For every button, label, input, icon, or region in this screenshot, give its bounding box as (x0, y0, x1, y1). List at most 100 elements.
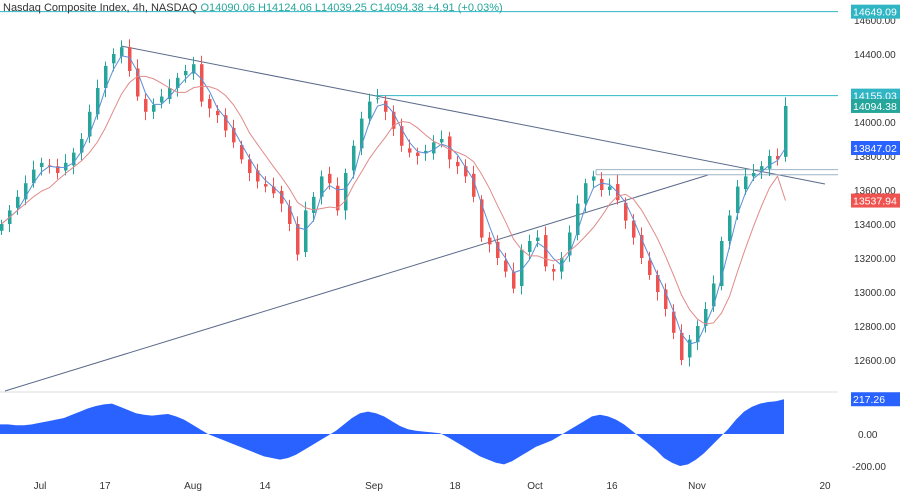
candle (608, 178, 612, 196)
candle (376, 89, 380, 104)
candle-body (512, 271, 516, 289)
candle-body (40, 162, 44, 168)
candle (536, 230, 540, 248)
candle (616, 174, 620, 205)
candle (688, 335, 692, 367)
candle-body (56, 166, 60, 173)
candle-body (184, 71, 188, 76)
candle-body (368, 101, 372, 119)
candle-body (216, 110, 220, 116)
candle-body (208, 99, 212, 109)
candle (592, 170, 596, 189)
candle (472, 165, 476, 203)
y-tick-label: 13400.00 (854, 220, 896, 231)
candle-body (480, 199, 484, 238)
candle-body (432, 142, 436, 154)
candle (768, 149, 772, 177)
candle-body (584, 183, 588, 204)
candle-body (16, 196, 20, 208)
candle-body (160, 96, 164, 103)
candle-body (472, 173, 476, 197)
candle (680, 324, 684, 366)
candle (112, 48, 116, 72)
y-tick-label: 12600.00 (854, 356, 896, 367)
candle-body (328, 173, 332, 184)
candle (728, 210, 732, 250)
candle-body (632, 220, 636, 238)
candle-body (504, 260, 508, 272)
candle (184, 64, 188, 83)
candle-body (744, 176, 748, 190)
tag-oscillator: 217.26 (851, 392, 900, 407)
candle (296, 216, 300, 261)
candle-body (592, 176, 596, 181)
candle-body (696, 326, 700, 343)
candle-body (168, 88, 172, 100)
candle-body (608, 186, 612, 190)
candle-body (176, 77, 180, 88)
candle-body (192, 64, 196, 74)
x-tick-label: Oct (527, 481, 543, 492)
y-tick-label: 13600.00 (854, 186, 896, 197)
candle-body (24, 183, 28, 200)
ma-slow-line (1, 75, 786, 325)
candle (160, 88, 164, 109)
candle-body (232, 127, 236, 143)
ma-fast-line (1, 55, 786, 345)
candle (568, 225, 572, 262)
candle-body (360, 118, 364, 149)
candle (312, 192, 316, 222)
candle-body (352, 145, 356, 171)
candle (448, 131, 452, 169)
candle (336, 177, 340, 216)
ascending-trendline[interactable] (4, 174, 709, 392)
candle (384, 95, 388, 121)
candle (584, 178, 588, 213)
tag-last-price: 14094.38 (851, 98, 900, 113)
x-tick-label: Sep (365, 481, 383, 492)
candle-body (272, 186, 276, 194)
candle (744, 168, 748, 195)
candle (208, 94, 212, 118)
candle-body (768, 156, 772, 169)
y-tick-label: 14400.00 (854, 50, 896, 61)
candle (144, 93, 148, 121)
candle-body (648, 260, 652, 275)
candle-body (680, 332, 684, 360)
candle-body (776, 156, 780, 160)
candle-body (88, 111, 92, 137)
candle-body (568, 232, 572, 256)
open-value: O14090.06 (200, 2, 255, 14)
candle (72, 147, 76, 175)
candle-body (128, 47, 132, 71)
candle (648, 251, 652, 280)
osc-tick-label: -200.00 (852, 462, 886, 473)
x-tick-label: 18 (449, 481, 461, 492)
candle (176, 72, 180, 97)
candle-body (304, 210, 308, 253)
candle (104, 61, 108, 98)
candle-body (720, 241, 724, 287)
candle-body (640, 235, 644, 258)
candle (352, 140, 356, 179)
x-tick-label: 16 (606, 481, 618, 492)
candle-body (464, 166, 468, 177)
x-tick-label: Aug (184, 481, 202, 492)
candle-body (520, 249, 524, 287)
y-tick-label: 14000.00 (854, 118, 896, 129)
candle (720, 236, 724, 291)
candle (224, 108, 228, 138)
symbol-label: Nasdaq Composite Index, 4h, NASDAQ (3, 2, 198, 14)
candle-body (600, 178, 604, 190)
y-tick-label: 13200.00 (854, 254, 896, 265)
candle-body (152, 105, 156, 112)
candle (88, 104, 92, 143)
descending-trendline[interactable] (120, 45, 826, 185)
x-tick-label: Nov (688, 481, 706, 492)
candle-body (280, 190, 284, 204)
candle-body (544, 235, 548, 267)
change-value: +4.91 (+0.03%) (426, 2, 503, 14)
candle (256, 163, 260, 189)
candle-body (336, 185, 340, 211)
